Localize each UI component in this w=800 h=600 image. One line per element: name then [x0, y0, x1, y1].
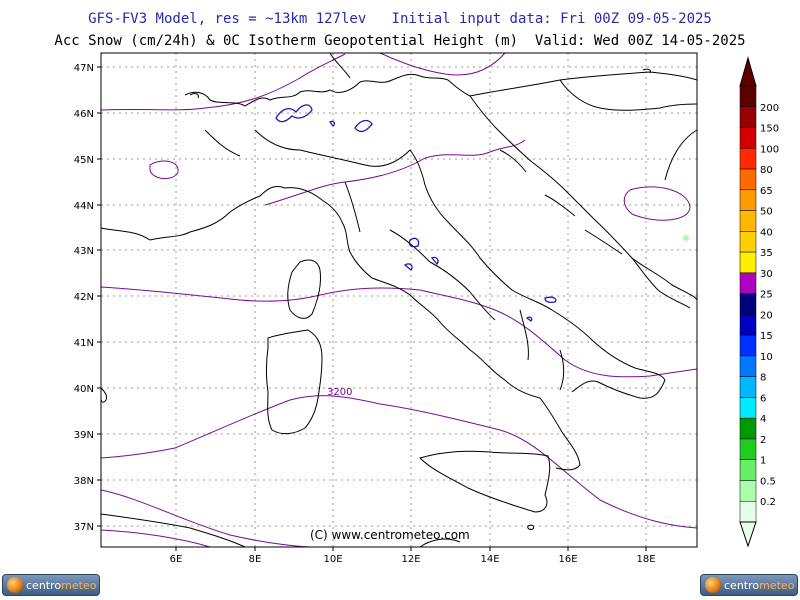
- lon-label: 18E: [636, 554, 655, 565]
- colorbar-swatch: [739, 438, 757, 460]
- lon-label: 6E: [170, 554, 183, 565]
- colorbar: 200 150 100 80 65 50 40 35 30 25 20 15 10 8 6 4 2 1 0.5 0.2: [739, 56, 779, 548]
- axis-ticks: [97, 66, 647, 551]
- colorbar-swatch: [739, 272, 757, 294]
- colorbar-swatch: [739, 127, 757, 149]
- lon-label: 12E: [401, 554, 420, 565]
- latitude-labels: 47N 46N 45N 44N 43N 42N 41N 40N 39N 38N …: [74, 63, 94, 533]
- colorbar-swatch: [739, 251, 757, 274]
- logo-word-b: meteo: [759, 578, 795, 592]
- colorbar-swatch: [739, 500, 757, 523]
- logo-orb-icon: [705, 577, 721, 593]
- copyright-text: (C) www.centrometeo.com: [310, 528, 470, 542]
- map-frame: [100, 52, 698, 548]
- colorbar-label: 1: [760, 456, 766, 467]
- colorbar-label: 30: [760, 269, 773, 280]
- colorbar-label: 40: [760, 227, 773, 238]
- colorbar-swatch: [739, 480, 757, 502]
- logo-word-a: centro: [26, 578, 62, 592]
- snow-spot: [683, 235, 689, 241]
- logo-word-b: meteo: [61, 578, 97, 592]
- colorbar-swatch: [739, 148, 757, 170]
- colorbar-swatch: [739, 376, 757, 398]
- lon-label: 16E: [558, 554, 577, 565]
- colorbar-swatch: [739, 106, 757, 128]
- colorbar-swatch: [739, 189, 757, 211]
- colorbar-swatch: [739, 417, 757, 440]
- colorbar-label: 0.2: [760, 497, 776, 508]
- contour-label: 3200: [327, 387, 352, 398]
- colorbar-label: 150: [760, 124, 779, 135]
- isotherm-contours: [100, 52, 698, 548]
- centrometeo-logo-left[interactable]: centro meteo: [2, 574, 100, 596]
- centrometeo-logo-right[interactable]: centro meteo: [700, 574, 798, 596]
- logo-word-a: centro: [724, 578, 760, 592]
- lon-label: 14E: [480, 554, 499, 565]
- longitude-labels: 6E 8E 10E 12E 14E 16E 18E: [170, 554, 656, 565]
- colorbar-label: 6: [760, 393, 766, 404]
- graticule: [101, 53, 697, 547]
- lat-label: 40N: [74, 384, 94, 395]
- lat-label: 39N: [74, 430, 94, 441]
- lon-label: 10E: [323, 554, 342, 565]
- colorbar-label: 0.5: [760, 476, 776, 487]
- colorbar-label: 20: [760, 310, 773, 321]
- snow-areas: [275, 104, 557, 322]
- lat-label: 46N: [74, 109, 94, 120]
- colorbar-label: 200: [760, 103, 779, 114]
- colorbar-swatch: [739, 168, 757, 191]
- colorbar-label: 15: [760, 331, 773, 342]
- lon-label: 8E: [249, 554, 262, 565]
- colorbar-label: 2: [760, 435, 766, 446]
- colorbar-swatch: [739, 210, 757, 232]
- lat-label: 44N: [74, 201, 94, 212]
- colorbar-label: 10: [760, 352, 773, 363]
- lat-label: 37N: [74, 522, 94, 533]
- colorbar-swatch: [739, 459, 757, 481]
- title-line-2: Acc Snow (cm/24h) & 0C Isotherm Geopoten…: [54, 33, 746, 49]
- title-line-1: GFS-FV3 Model, res = ~13km 127lev Initia…: [88, 11, 712, 27]
- colorbar-label: 65: [760, 186, 773, 197]
- colorbar-swatch: [739, 334, 757, 357]
- colorbar-arrow-top: [739, 56, 757, 87]
- colorbar-swatch: [739, 355, 757, 377]
- lat-label: 38N: [74, 476, 94, 487]
- colorbar-arrow-bottom: [739, 521, 757, 548]
- lat-label: 47N: [74, 63, 94, 74]
- colorbar-label: 4: [760, 414, 766, 425]
- colorbar-swatch: [739, 231, 757, 253]
- lat-label: 45N: [74, 155, 94, 166]
- lat-label: 43N: [74, 246, 94, 257]
- lat-label: 42N: [74, 292, 94, 303]
- colorbar-swatch: [739, 314, 757, 336]
- colorbar-swatch: [739, 85, 757, 108]
- colorbar-label: 8: [760, 373, 766, 384]
- colorbar-label: 25: [760, 290, 773, 301]
- colorbar-swatch: [739, 397, 757, 419]
- colorbar-label: 80: [760, 165, 773, 176]
- colorbar-label: 100: [760, 144, 779, 155]
- lat-label: 41N: [74, 338, 94, 349]
- coastlines: [100, 52, 698, 548]
- logo-orb-icon: [7, 577, 23, 593]
- colorbar-swatch: [739, 293, 757, 315]
- colorbar-label: 35: [760, 248, 773, 259]
- colorbar-label: 50: [760, 207, 773, 218]
